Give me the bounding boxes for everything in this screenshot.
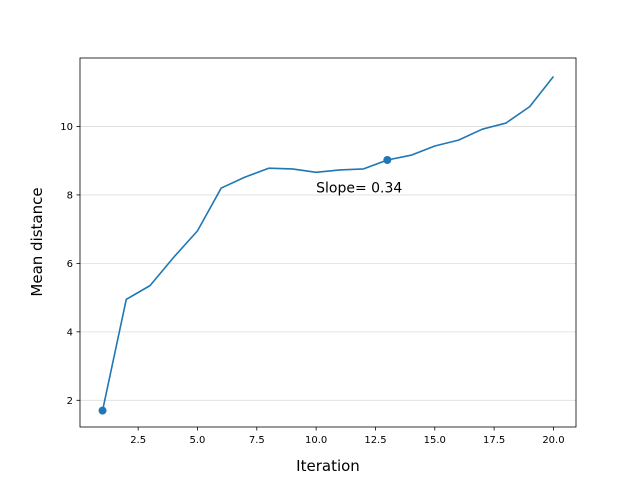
- y-tick-label: 2: [67, 396, 73, 407]
- x-tick-label: 5.0: [190, 435, 206, 446]
- x-axis-ticks: 2.5 5.0 7.5 10.0 12.5 15.0 17.5 20.0: [130, 427, 565, 446]
- annotation-layer: Slope= 0.34: [316, 181, 402, 197]
- x-tick-label: 2.5: [130, 435, 146, 446]
- data-point-marker: [383, 156, 392, 165]
- x-tick-label: 17.5: [483, 435, 505, 446]
- data-point-marker: [98, 406, 107, 415]
- series-layer: [98, 75, 555, 415]
- y-tick-label: 6: [67, 259, 73, 270]
- slope-annotation: Slope= 0.34: [316, 181, 402, 197]
- y-tick-label: 10: [60, 122, 73, 133]
- y-axis-label: Mean distance: [28, 187, 46, 296]
- x-axis-label: Iteration: [296, 457, 360, 475]
- x-tick-label: 20.0: [542, 435, 564, 446]
- x-tick-label: 12.5: [364, 435, 386, 446]
- grid-lines: [80, 126, 576, 401]
- plot-frame: [79, 57, 577, 428]
- x-tick-label: 7.5: [249, 435, 265, 446]
- x-tick-label: 15.0: [424, 435, 446, 446]
- y-tick-label: 4: [67, 327, 73, 338]
- y-axis-ticks: 2 4 6 8 10: [60, 122, 80, 407]
- x-tick-label: 10.0: [305, 435, 327, 446]
- y-tick-label: 8: [67, 190, 73, 201]
- series-line: [101, 75, 555, 411]
